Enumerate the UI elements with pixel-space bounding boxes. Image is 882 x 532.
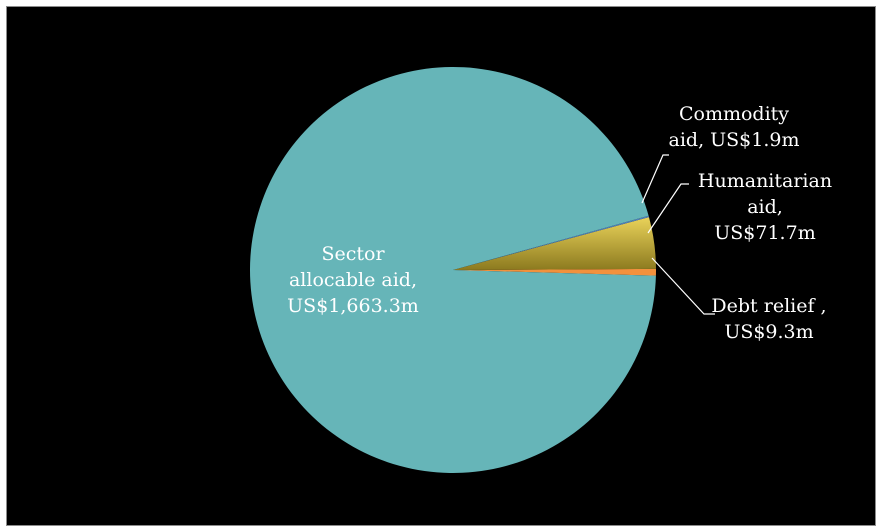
leader-line-humanitarian-aid — [647, 183, 689, 234]
slice-label-sector-allocable-aid: Sector allocable aid, US$1,663.3m — [287, 243, 419, 317]
pie-slice-humanitarian-aid — [453, 217, 656, 270]
chart-area: Sector allocable aid, US$1,663.3m Debt reli… — [6, 6, 876, 526]
pie-slice-debt-relief — [453, 268, 656, 276]
pie-slices — [249, 67, 656, 473]
pie-slice-sector-allocable-aid — [249, 67, 656, 473]
pie-chart: Sector allocable aid, US$1,663.3m Debt reli… — [249, 67, 832, 473]
slice-label-commodity-aid: Commodity aid, US$1.9m — [669, 103, 800, 151]
slice-labels: Sector allocable aid, US$1,663.3m Debt reli… — [287, 103, 832, 343]
pie-slice-commodity-aid — [453, 215, 649, 270]
slice-label-humanitarian-aid: Humanitarian aid, US$71.7m — [698, 170, 832, 244]
leader-line-debt-relief — [651, 257, 715, 315]
leader-lines — [641, 154, 715, 315]
slice-label-debt-relief: Debt relief , US$9.3m — [711, 295, 826, 343]
leader-line-commodity-aid — [641, 154, 669, 204]
